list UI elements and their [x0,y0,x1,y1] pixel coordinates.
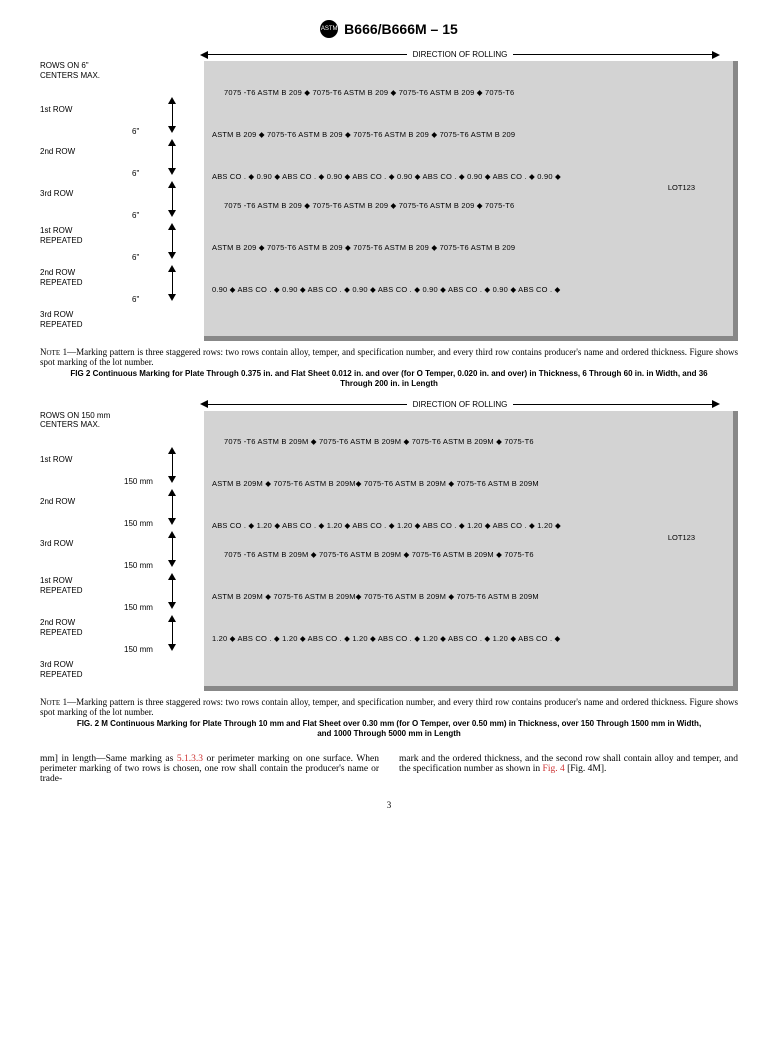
plate-marking-row: ASTM B 209M ◆ 7075-T6 ASTM B 209M◆ 7075-… [212,463,725,505]
figure-caption: FIG. 2 M Continuous Marking for Plate Th… [70,719,708,740]
dimension-text: 150 mm [124,519,153,528]
plate-marking-row: 7075 -T6 ASTM B 209 ◆ 7075-T6 ASTM B 209… [212,184,725,226]
plate-marking-row: ASTM B 209 ◆ 7075-T6 ASTM B 209 ◆ 7075-T… [212,226,725,268]
plate-marking-row: ASTM B 209M ◆ 7075-T6 ASTM B 209M◆ 7075-… [212,576,725,618]
dimension-arrow-icon [162,573,182,609]
direction-text: DIRECTION OF ROLLING [407,50,514,59]
dimension-arrow-icon [162,181,182,217]
plate-diagram: 7075 -T6 ASTM B 209M ◆ 7075-T6 ASTM B 20… [204,411,738,691]
dimension-text: 6" [132,211,139,220]
direction-of-rolling-label: DIRECTION OF ROLLING [200,50,720,59]
body-text: [Fig. 4M]. [565,764,607,774]
body-text: mm] in length—Same marking as [40,754,177,764]
dimension-arrow-icon [162,97,182,133]
figure-note: NOTE 1—Marking pattern is three staggere… [40,697,738,717]
body-column-left: mm] in length—Same marking as 5.1.3.3 or… [40,754,379,784]
row-label: 2nd ROW [40,131,120,173]
rows-on-label: ROWS ON 6" CENTERS MAX. [40,61,120,89]
row-label: 3rd ROW REPEATED [40,649,120,691]
row-label: 1st ROW REPEATED [40,215,120,257]
figure-2: DIRECTION OF ROLLING ROWS ON 6" CENTERS … [40,50,738,390]
astm-logo-icon: ASTM [320,20,338,38]
dimension-column: 150 mm 150 mm 150 mm 150 mm 150 mm [124,411,204,691]
dimension-arrow-icon [162,489,182,525]
figure-2m: DIRECTION OF ROLLING ROWS ON 150 mm CENT… [40,400,738,740]
row-label: 1st ROW [40,439,120,481]
plate-marking-row: 7075 -T6 ASTM B 209M ◆ 7075-T6 ASTM B 20… [212,534,725,576]
dimension-text: 6" [132,127,139,136]
page-number: 3 [40,800,738,810]
arrow-right-icon [712,51,720,59]
dimension-arrow-icon [162,447,182,483]
row-label: 2nd ROW [40,481,120,523]
row-label: 3rd ROW [40,523,120,565]
dimension-arrow-icon [162,615,182,651]
dimension-text: 150 mm [124,603,153,612]
cross-reference-link[interactable]: 5.1.3.3 [177,754,203,764]
row-label: 3rd ROW REPEATED [40,299,120,341]
row-labels-column: ROWS ON 150 mm CENTERS MAX. 1st ROW 2nd … [40,411,124,691]
row-labels-column: ROWS ON 6" CENTERS MAX. 1st ROW 2nd ROW … [40,61,124,341]
plate-marking-row: 0.90 ◆ ABS CO . ◆ 0.90 ◆ ABS CO . ◆ 0.90… [212,268,725,310]
plate-diagram: 7075 -T6 ASTM B 209 ◆ 7075-T6 ASTM B 209… [204,61,738,341]
figure-note: NOTE NOTE 1—Marking pattern is three sta… [40,347,738,367]
dimension-text: 150 mm [124,645,153,654]
arrow-left-icon [200,51,208,59]
direction-of-rolling-label: DIRECTION OF ROLLING [200,400,720,409]
arrow-left-icon [200,400,208,408]
row-label: 2nd ROW REPEATED [40,607,120,649]
cross-reference-link[interactable]: Fig. 4 [543,764,565,774]
dimension-text: 150 mm [124,477,153,486]
rows-on-label: ROWS ON 150 mm CENTERS MAX. [40,411,120,439]
row-label: 1st ROW [40,89,120,131]
row-label: 3rd ROW [40,173,120,215]
page-header: ASTM B666/B666M – 15 [40,20,738,38]
row-label: 1st ROW REPEATED [40,565,120,607]
direction-text: DIRECTION OF ROLLING [407,400,514,409]
dimension-arrow-icon [162,139,182,175]
dimension-text: 6" [132,169,139,178]
plate-marking-row: 7075 -T6 ASTM B 209M ◆ 7075-T6 ASTM B 20… [212,421,725,463]
body-column-right: mark and the ordered thickness, and the … [399,754,738,784]
row-label: 2nd ROW REPEATED [40,257,120,299]
header-title: B666/B666M – 15 [344,21,458,37]
dimension-text: 150 mm [124,561,153,570]
plate-marking-row: 1.20 ◆ ABS CO . ◆ 1.20 ◆ ABS CO . ◆ 1.20… [212,618,725,660]
dimension-text: 6" [132,253,139,262]
body-text-columns: mm] in length—Same marking as 5.1.3.3 or… [40,754,738,784]
dimension-text: 6" [132,295,139,304]
plate-marking-row: ASTM B 209 ◆ 7075-T6 ASTM B 209 ◆ 7075-T… [212,113,725,155]
plate-marking-row: 7075 -T6 ASTM B 209 ◆ 7075-T6 ASTM B 209… [212,71,725,113]
dimension-arrow-icon [162,265,182,301]
dimension-arrow-icon [162,531,182,567]
dimension-column: 6" 6" 6" 6" 6" [124,61,204,341]
figure-caption: FIG 2 Continuous Marking for Plate Throu… [70,369,708,390]
arrow-right-icon [712,400,720,408]
dimension-arrow-icon [162,223,182,259]
